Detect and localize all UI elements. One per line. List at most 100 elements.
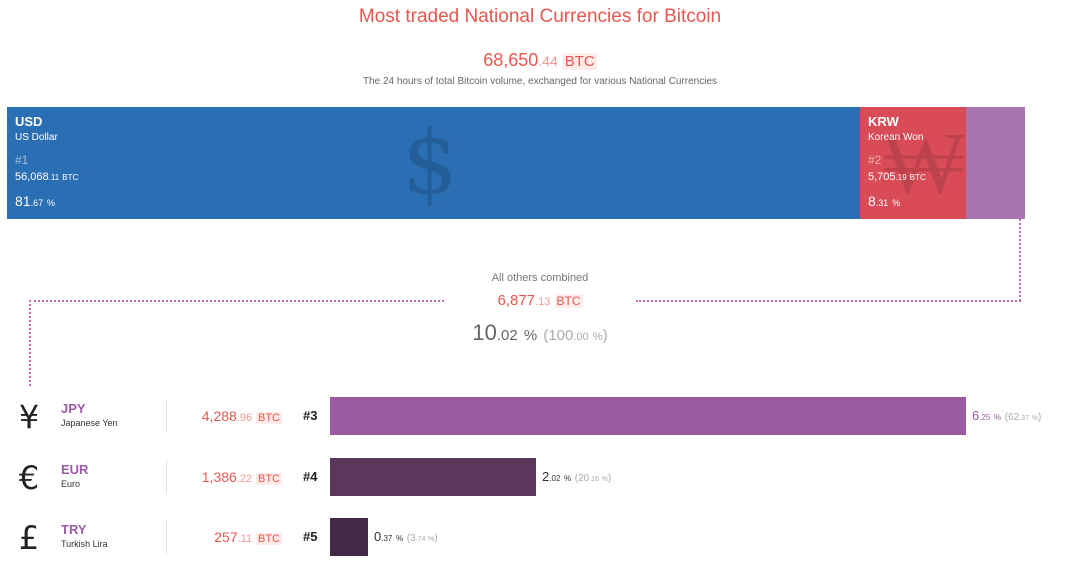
- row-code: EUR: [61, 462, 89, 477]
- bar-try[interactable]: [330, 518, 368, 556]
- bar-others[interactable]: [966, 107, 1025, 219]
- row-percent-int: 2: [542, 469, 550, 484]
- row-volume: 4,288.96 BTC: [170, 408, 282, 424]
- row-divider: [166, 520, 167, 554]
- usd-rank: #1: [15, 153, 29, 167]
- others-percent-int: 10: [472, 320, 497, 345]
- total-volume: 68,650.44 BTC: [0, 50, 1080, 71]
- currency-row-try[interactable]: £ TRY Turkish Lira 257.11 BTC #5 0.37 % …: [0, 518, 1080, 564]
- currency-row-jpy[interactable]: ¥ JPY Japanese Yen 4,288.96 BTC #3 6.25 …: [0, 397, 1080, 443]
- row-relative-sym: %: [428, 536, 435, 543]
- row-relative-sym: %: [601, 476, 608, 483]
- dollar-icon: $: [402, 111, 458, 214]
- krw-volume: 5,705.19 BTC: [868, 171, 926, 183]
- connector-right-vertical: [1019, 219, 1021, 301]
- others-relative-sym: %: [592, 331, 603, 343]
- usd-volume-int: 56,068: [15, 171, 49, 183]
- row-volume-dec: .11: [237, 533, 253, 545]
- others-percent-sym: %: [523, 327, 538, 344]
- row-percent-sym: %: [993, 413, 1002, 422]
- others-volume: 6,877.13 BTC: [0, 292, 1080, 309]
- connector-right-horizontal: [636, 300, 1021, 302]
- row-volume-dec: .96: [236, 412, 253, 424]
- row-name: Japanese Yen: [61, 418, 118, 428]
- krw-percent-int: 8: [868, 193, 876, 209]
- row-relative-dec: .37: [1019, 415, 1029, 422]
- row-percent-dec: .25: [979, 413, 991, 422]
- row-rank: #4: [303, 469, 318, 484]
- row-relative: (62.37 %): [1004, 412, 1042, 423]
- row-percent-int: 6: [972, 408, 980, 423]
- usd-volume-unit: BTC: [62, 173, 79, 182]
- row-rank: #5: [303, 529, 318, 544]
- krw-volume-int: 5,705: [868, 171, 896, 183]
- others-relative-dec: .00: [573, 331, 589, 343]
- bar-eur[interactable]: [330, 458, 536, 496]
- yen-icon: ¥: [18, 398, 40, 436]
- row-divider: [166, 399, 167, 433]
- euro-icon: €: [18, 459, 40, 497]
- usd-percent-sym: %: [46, 198, 55, 208]
- row-percent-sym: %: [563, 474, 572, 483]
- row-divider: [166, 460, 167, 494]
- krw-percent-sym: %: [892, 198, 901, 208]
- row-relative-int: 20: [578, 473, 590, 484]
- row-volume-int: 4,288: [201, 408, 237, 424]
- others-relative-int: 100: [548, 327, 574, 344]
- krw-code: KRW: [868, 114, 899, 129]
- row-code: TRY: [61, 522, 87, 537]
- others-relative: (100.00 %): [543, 327, 608, 344]
- others-volume-unit: BTC: [554, 294, 583, 308]
- row-name: Turkish Lira: [61, 539, 108, 549]
- row-volume-dec: .22: [236, 473, 253, 485]
- row-percent-sym: %: [395, 534, 404, 543]
- usd-percent-int: 81: [15, 193, 31, 209]
- row-percent: 2.02 % (20.16 %): [542, 469, 611, 484]
- row-volume-unit: BTC: [256, 412, 282, 424]
- others-volume-int: 6,877: [497, 292, 536, 309]
- row-relative-dec: .74: [415, 536, 426, 543]
- row-percent: 6.25 % (62.37 %): [972, 408, 1041, 423]
- krw-volume-dec: .19: [895, 173, 907, 182]
- krw-name: Korean Won: [868, 132, 924, 143]
- usd-code: USD: [15, 114, 43, 129]
- bar-usd[interactable]: $ USD US Dollar #1 56,068.11 BTC 81.67 %: [7, 107, 860, 219]
- krw-volume-unit: BTC: [909, 173, 926, 182]
- row-rank: #3: [303, 408, 318, 423]
- bar-krw[interactable]: ₩ KRW Korean Won #2 5,705.19 BTC 8.31 %: [860, 107, 966, 219]
- row-relative: (3.74 %): [406, 533, 438, 544]
- connector-left-horizontal: [29, 300, 444, 302]
- bar-jpy[interactable]: [330, 397, 966, 435]
- row-percent-dec: .02: [549, 474, 561, 483]
- connector-left-vertical: [29, 300, 31, 386]
- total-volume-unit: BTC: [562, 53, 597, 70]
- currency-row-eur[interactable]: € EUR Euro 1,386.22 BTC #4 2.02 % (20.16…: [0, 458, 1080, 504]
- total-volume-dec: .44: [538, 53, 558, 69]
- chart-title: Most traded National Currencies for Bitc…: [358, 6, 722, 27]
- row-volume-unit: BTC: [256, 473, 282, 485]
- row-relative-dec: .16: [589, 476, 599, 483]
- row-volume: 257.11 BTC: [170, 529, 282, 545]
- krw-rank: #2: [868, 153, 882, 167]
- row-volume-int: 257: [214, 529, 238, 545]
- others-percent: 10.02 % (100.00 %): [0, 320, 1080, 346]
- pound-icon: £: [18, 519, 40, 557]
- row-volume-unit: BTC: [256, 533, 282, 545]
- row-relative: (20.16 %): [574, 473, 612, 484]
- total-volume-int: 68,650: [483, 50, 539, 70]
- usd-percent-dec: .67: [30, 198, 44, 208]
- usd-volume: 56,068.11 BTC: [15, 171, 78, 183]
- row-relative-int: 62: [1008, 412, 1020, 423]
- usd-volume-dec: .11: [48, 173, 60, 182]
- others-percent-dec: .02: [496, 327, 518, 344]
- row-percent-dec: .37: [381, 534, 393, 543]
- row-percent-int: 0: [374, 529, 382, 544]
- row-relative-sym: %: [1031, 415, 1038, 422]
- krw-percent-dec: .31: [875, 198, 889, 208]
- usd-percent: 81.67 %: [15, 193, 55, 209]
- row-volume-int: 1,386: [201, 469, 237, 485]
- row-code: JPY: [61, 401, 86, 416]
- row-volume: 1,386.22 BTC: [170, 469, 282, 485]
- row-relative-int: 3: [410, 533, 416, 544]
- usd-name: US Dollar: [15, 132, 58, 143]
